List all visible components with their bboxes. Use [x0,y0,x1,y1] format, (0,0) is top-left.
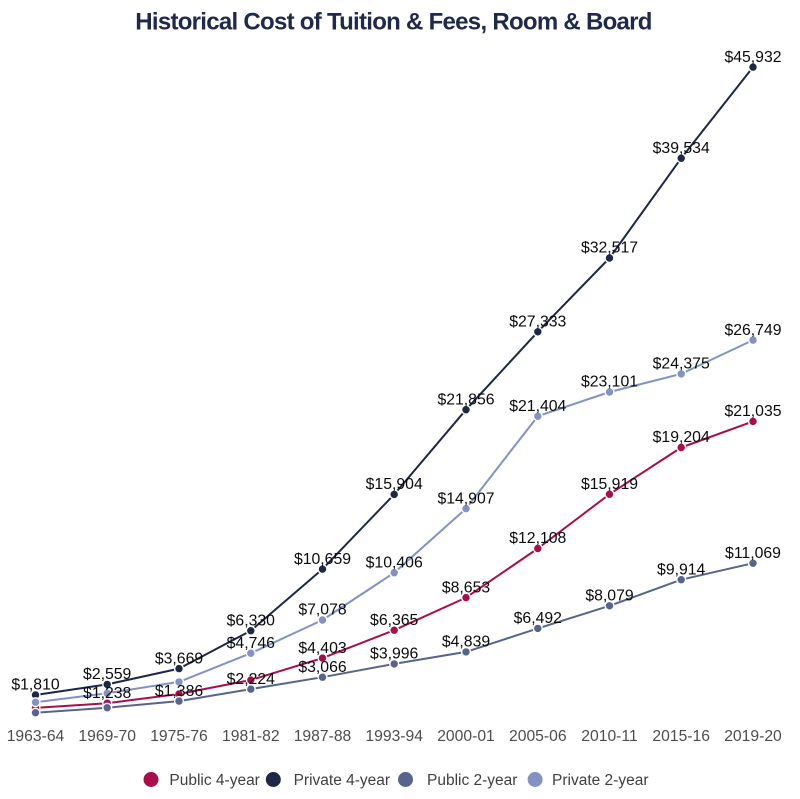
svg-text:2010-11: 2010-11 [581,728,637,745]
svg-text:$9,914: $9,914 [657,561,706,578]
svg-text:$21,404: $21,404 [509,398,566,415]
svg-text:2019-20: 2019-20 [724,728,782,745]
svg-text:2005-06: 2005-06 [509,728,567,745]
svg-text:$2,224: $2,224 [227,671,276,688]
svg-text:$27,333: $27,333 [509,314,566,331]
svg-text:Private 4-year: Private 4-year [294,772,390,789]
svg-text:$12,108: $12,108 [509,530,566,547]
svg-text:$11,069: $11,069 [725,545,781,562]
svg-text:$10,406: $10,406 [366,554,423,571]
svg-text:$7,078: $7,078 [298,602,347,619]
svg-text:$4,746: $4,746 [227,635,276,652]
svg-text:Private 2-year: Private 2-year [552,772,648,789]
svg-text:$32,517: $32,517 [581,240,638,257]
svg-text:$45,932: $45,932 [724,49,781,66]
svg-text:1987-88: 1987-88 [294,728,352,745]
svg-text:$24,375: $24,375 [653,356,710,373]
svg-text:$8,653: $8,653 [442,579,491,596]
svg-text:$21,856: $21,856 [437,391,494,408]
svg-text:$4,403: $4,403 [298,640,347,657]
svg-text:$15,919: $15,919 [581,476,638,493]
svg-text:$4,839: $4,839 [442,634,491,651]
svg-text:$1,238: $1,238 [83,685,132,702]
svg-text:$6,365: $6,365 [370,612,419,629]
svg-text:$21,035: $21,035 [724,403,781,420]
svg-text:$19,204: $19,204 [653,429,710,446]
svg-text:Public 4-year: Public 4-year [169,772,259,789]
svg-text:$1,386: $1,386 [155,683,204,700]
svg-text:$1,810: $1,810 [11,677,60,694]
svg-text:Historical Cost of Tuition & F: Historical Cost of Tuition & Fees, Room … [135,9,651,36]
svg-text:$6,492: $6,492 [514,610,562,627]
svg-text:Public 2-year: Public 2-year [427,772,517,789]
svg-text:1975-76: 1975-76 [150,728,208,745]
svg-text:2000-01: 2000-01 [437,728,495,745]
svg-text:$3,066: $3,066 [298,659,347,676]
svg-text:$3,669: $3,669 [155,650,204,667]
svg-text:$23,101: $23,101 [581,374,638,391]
svg-text:$14,907: $14,907 [437,490,494,507]
svg-text:$2,559: $2,559 [83,666,132,683]
svg-text:$6,330: $6,330 [227,612,276,629]
svg-text:1993-94: 1993-94 [365,728,423,745]
svg-text:$10,659: $10,659 [294,551,351,568]
svg-text:$15,904: $15,904 [366,476,423,493]
svg-text:1981-82: 1981-82 [222,728,280,745]
svg-text:$3,996: $3,996 [370,646,419,663]
svg-text:$26,749: $26,749 [724,322,781,339]
svg-text:2015-16: 2015-16 [652,728,710,745]
svg-text:1969-70: 1969-70 [78,728,136,745]
svg-text:$39,534: $39,534 [653,140,710,157]
svg-text:1963-64: 1963-64 [7,728,65,745]
svg-text:$8,079: $8,079 [585,588,634,605]
